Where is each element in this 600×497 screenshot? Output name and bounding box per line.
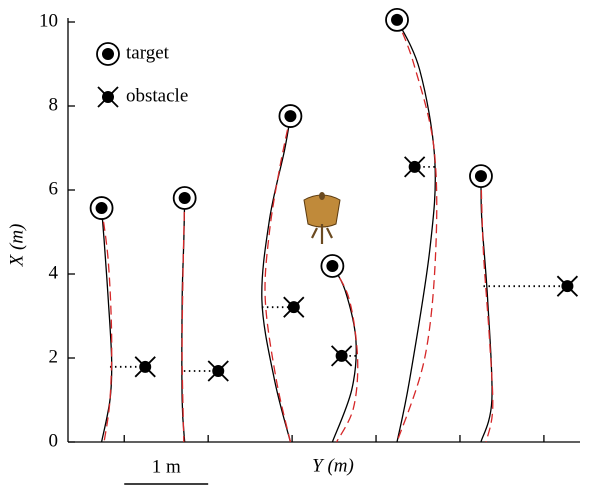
legend-label: obstacle [126, 85, 188, 106]
y-tick-label: 10 [39, 10, 58, 31]
target [475, 170, 487, 182]
obstacle [139, 361, 151, 373]
flight-path [481, 176, 492, 442]
legend-label: target [126, 42, 170, 63]
y-tick-label: 0 [49, 430, 59, 451]
y-tick-label: 4 [49, 262, 59, 283]
legend-target-dot [102, 48, 114, 60]
obstacle [409, 161, 421, 173]
x-axis-label: Y (m) [312, 455, 354, 476]
target [179, 192, 191, 204]
flight-path [262, 116, 291, 442]
target [284, 110, 296, 122]
y-tick-label: 2 [49, 346, 59, 367]
obstacle [336, 350, 348, 362]
scale-bar-label: 1 m [152, 456, 181, 477]
y-axis-label: X (m) [6, 224, 27, 268]
target [391, 14, 403, 26]
target [326, 260, 338, 272]
obstacle [212, 365, 224, 377]
y-tick-label: 8 [49, 94, 59, 115]
lizard-icon [304, 192, 340, 244]
flight-path [397, 20, 435, 442]
model-path [481, 176, 493, 442]
obstacle [288, 301, 300, 313]
y-tick-label: 6 [49, 178, 59, 199]
obstacle [561, 280, 573, 292]
legend-obstacle-dot [102, 91, 114, 103]
target [96, 202, 108, 214]
model-path [397, 20, 437, 442]
chart: X (m) Y (m) 0 2 4 6 8 10 1 m target obstacle [0, 0, 600, 492]
